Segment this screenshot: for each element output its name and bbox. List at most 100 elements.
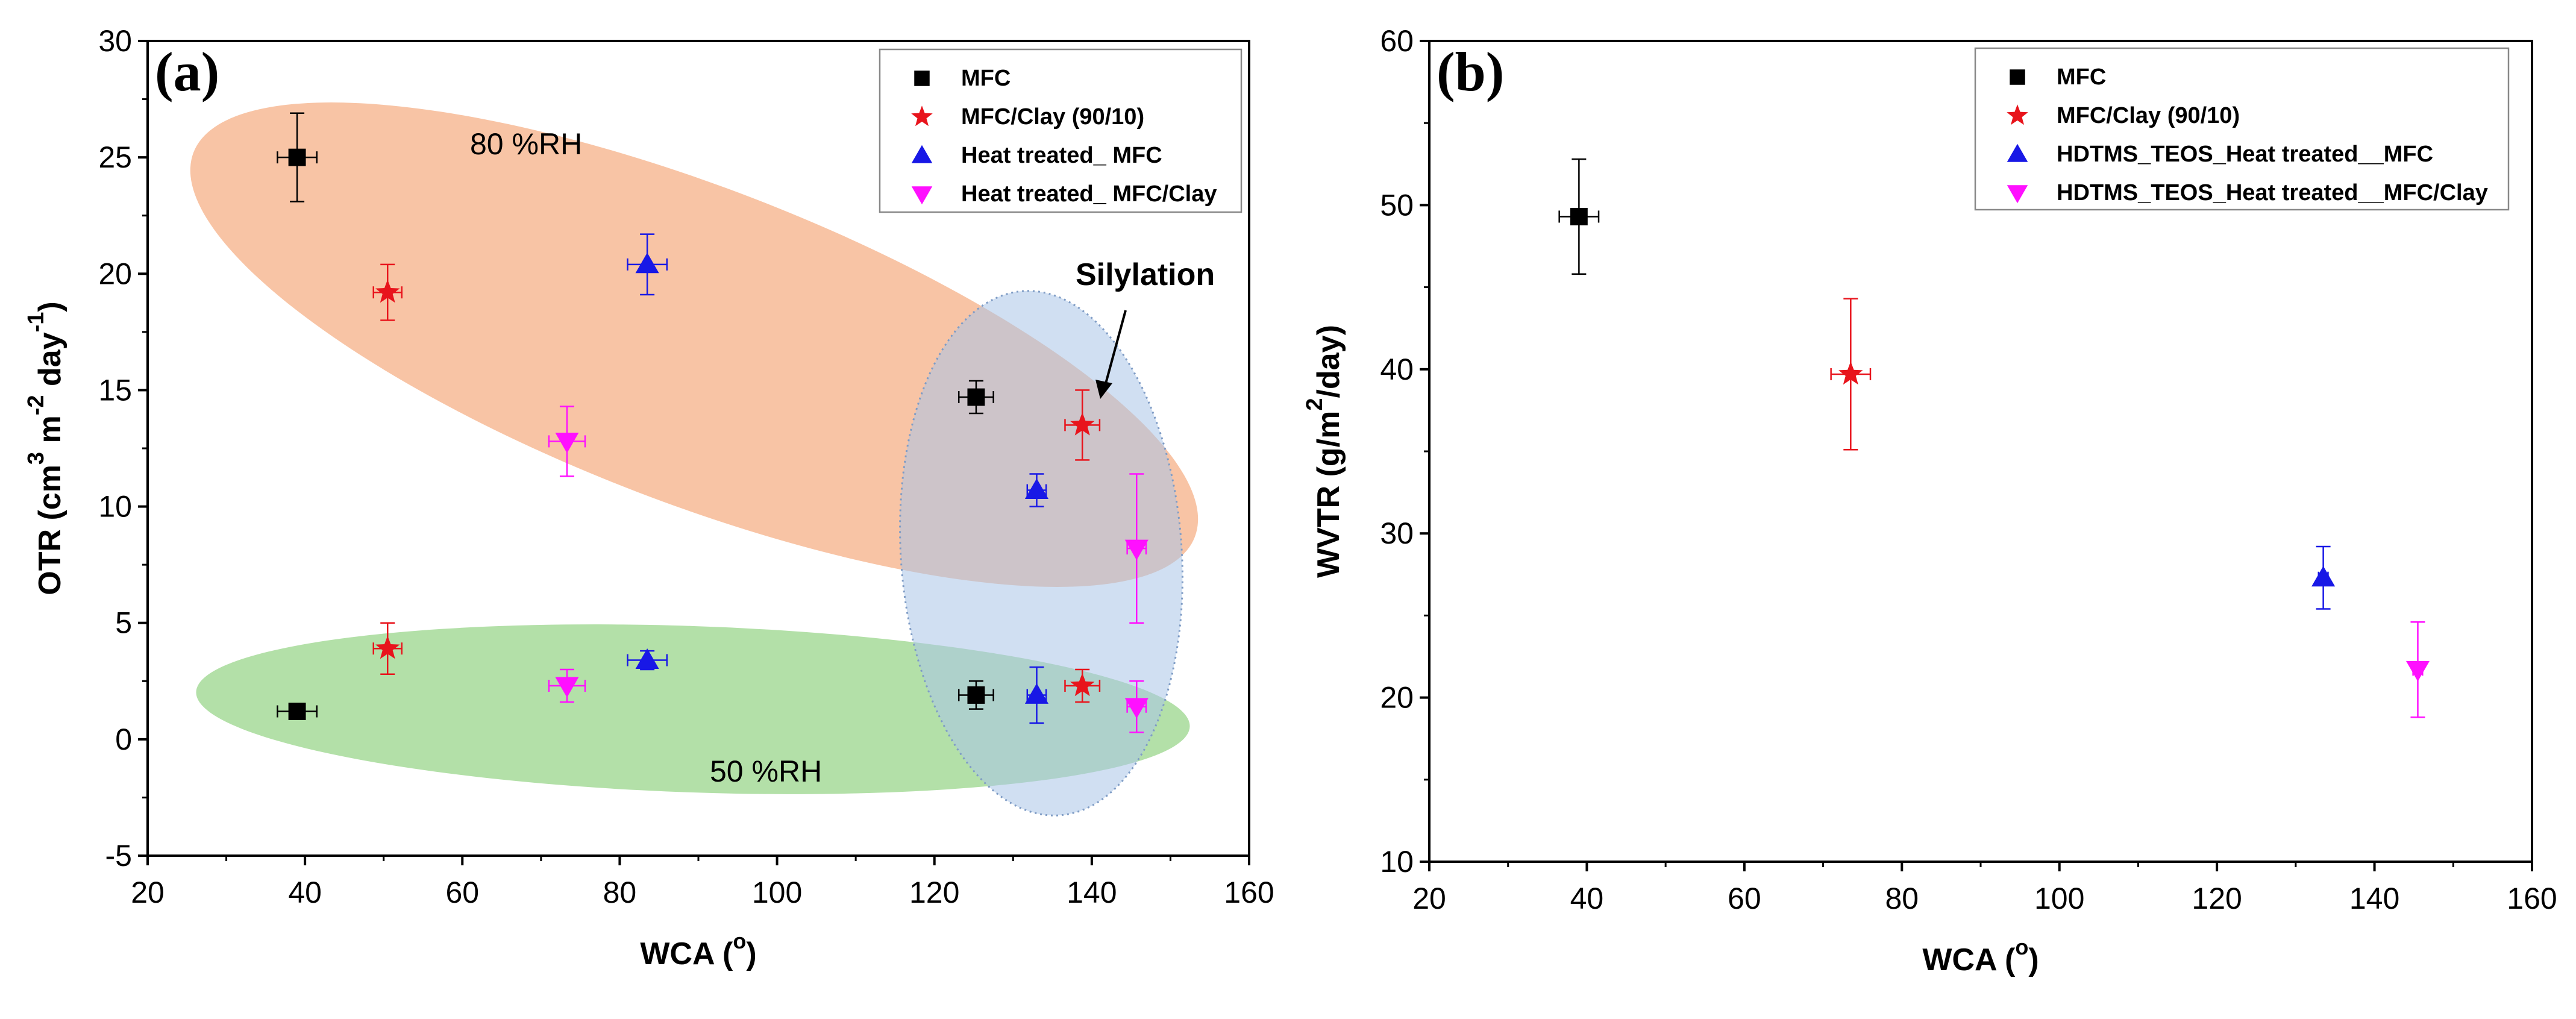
marker-triangle-down	[1124, 539, 1149, 560]
legend-marker-square	[914, 71, 930, 86]
data-point	[957, 680, 994, 710]
x-tick-label: 20	[131, 876, 165, 909]
data-point	[1064, 668, 1101, 703]
series-heat-treated-mfc-clay	[548, 406, 1149, 733]
marker-triangle-up	[635, 252, 659, 274]
y-tick-label: 15	[98, 373, 132, 407]
marker-triangle-up	[2311, 566, 2336, 587]
y-axis-label-sup: 2	[1302, 398, 1327, 410]
data-point	[548, 668, 586, 703]
legend-entry-mfc-clay-90-10: MFC/Clay (90/10)	[2007, 103, 2240, 128]
panel-label: (a)	[155, 41, 219, 102]
x-tick-label: 120	[2192, 882, 2242, 915]
annotation-50rh: 50 %RH	[710, 754, 822, 788]
x-tick-label: 120	[909, 876, 959, 909]
data-point	[1830, 298, 1872, 451]
data-point	[1024, 473, 1049, 507]
legend-marker-triangle-down	[911, 186, 933, 205]
y-tick-label: -5	[105, 839, 132, 873]
y-axis-label-sup: -2	[24, 395, 49, 415]
marker-triangle-up	[1024, 683, 1049, 704]
marker-triangle-down	[555, 432, 579, 453]
data-point	[1124, 473, 1149, 624]
y-axis-label: WVTR (g/m2/day)	[1302, 325, 1346, 578]
y-tick-label: 30	[1380, 516, 1414, 550]
x-axis-label-sup: o	[2015, 935, 2028, 959]
x-axis-label-end: )	[746, 936, 756, 971]
legend-marker-triangle-down	[2007, 185, 2028, 204]
marker-star	[375, 636, 400, 659]
region-silylation	[899, 290, 1183, 817]
silylation-arrow-shaft	[1104, 310, 1127, 386]
x-tick-label: 160	[1224, 876, 1274, 909]
marker-star	[1838, 361, 1863, 385]
x-tick-label: 140	[2349, 882, 2399, 915]
x-tick-label: 20	[1412, 882, 1446, 915]
x-axis-label: WCA (o)	[1922, 935, 2039, 977]
y-tick-label: 60	[1380, 24, 1414, 58]
x-tick-label: 40	[1570, 882, 1604, 915]
legend-entry-heat-treated-mfc-clay: Heat treated_ MFC/Clay	[911, 181, 1217, 207]
series-mfc	[277, 112, 994, 720]
marker-triangle-down	[1124, 698, 1149, 719]
legend-label: MFC/Clay (90/10)	[961, 104, 1144, 130]
legend-entry-mfc: MFC	[914, 66, 1011, 91]
series-mfc	[1558, 158, 1600, 275]
data-point	[1558, 158, 1600, 275]
data-point	[627, 648, 668, 671]
data-point	[372, 263, 403, 321]
legend-entry-heat-treated-mfc: Heat treated_ MFC	[911, 143, 1162, 168]
x-axis-label: WCA (o)	[640, 929, 756, 971]
data-point	[1024, 666, 1049, 724]
legend-box	[879, 48, 1243, 213]
legend-marker-triangle-up	[2007, 143, 2028, 162]
y-tick-label: 20	[98, 257, 132, 290]
y-axis-label-sup: -1	[24, 312, 49, 333]
legend-marker-triangle-up	[911, 145, 933, 163]
x-tick-label: 140	[1067, 876, 1117, 909]
silylation-arrow-head	[1095, 380, 1112, 399]
annotation-silylation: Silylation	[1076, 257, 1215, 292]
legend-label: HDTMS_TEOS_Heat treated__MFC	[2057, 142, 2433, 167]
x-tick-label: 40	[288, 876, 322, 909]
data-point	[277, 703, 318, 720]
y-tick-label: 5	[115, 606, 132, 640]
data-point	[548, 406, 586, 477]
legend-label: Heat treated_ MFC	[961, 143, 1162, 168]
marker-triangle-down	[2405, 660, 2430, 682]
y-tick-label: 40	[1380, 353, 1414, 386]
y-tick-label: 30	[98, 24, 132, 58]
regions	[190, 102, 1199, 817]
x-tick-label: 100	[2034, 882, 2084, 915]
y-axis-label-part: /day)	[1311, 325, 1346, 398]
x-tick-label: 80	[603, 876, 637, 909]
y-axis-label-part: )	[33, 301, 67, 312]
marker-square	[967, 388, 985, 406]
y-tick-label: 10	[98, 490, 132, 524]
x-tick-label: 60	[445, 876, 479, 909]
legend-label: HDTMS_TEOS_Heat treated__MFC/Clay	[2057, 180, 2488, 205]
x-tick-label: 100	[752, 876, 802, 909]
x-tick-label: 160	[2507, 882, 2557, 915]
x-axis-label-end: )	[2028, 942, 2039, 977]
marker-square	[288, 703, 306, 720]
marker-triangle-up	[1024, 478, 1049, 499]
y-axis-label-part: WVTR (g/m	[1311, 411, 1346, 578]
panel-label: (b)	[1437, 41, 1504, 102]
series-mfc-clay-90-10	[1830, 298, 1872, 451]
y-axis-label-sup: 3	[24, 452, 49, 465]
panel-a: 20 40 60 80 100 120 140 160 -5 0 5 10 15 20 25 30 WCA (o…	[24, 24, 1274, 971]
data-point	[627, 233, 668, 296]
marker-star	[1070, 412, 1095, 436]
legend-marker-star	[2007, 104, 2028, 125]
data-point	[2311, 545, 2336, 610]
data-point	[277, 112, 318, 202]
legend-entry-mfc: MFC	[2010, 64, 2106, 90]
x-axis-label-main: WCA (	[640, 936, 733, 971]
legend: MFC MFC/Clay (90/10) HDTMS_TEOS_Heat treat…	[1974, 47, 2510, 211]
series-mfc-clay-90-10	[372, 263, 1101, 703]
y-tick-label: 25	[98, 140, 132, 174]
